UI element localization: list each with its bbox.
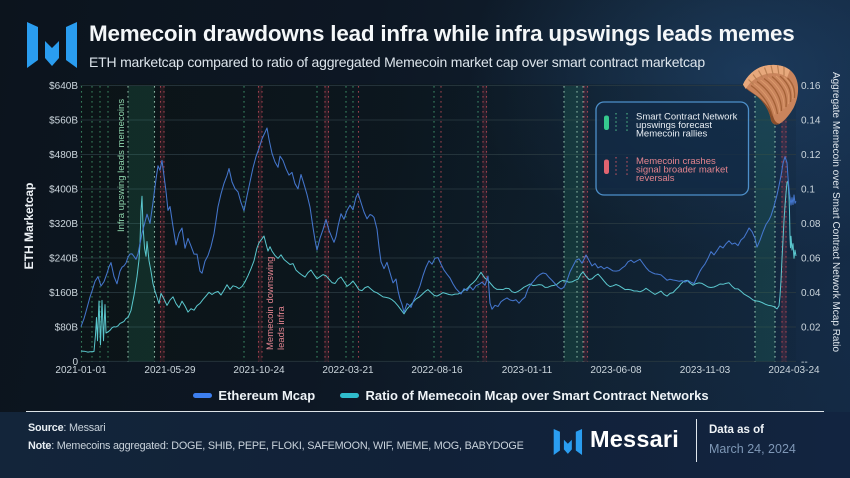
svg-text:0.16: 0.16 bbox=[801, 81, 821, 92]
svg-text:0.04: 0.04 bbox=[801, 288, 821, 299]
svg-text:0.12: 0.12 bbox=[801, 150, 821, 161]
svg-text:signal broader market: signal broader market bbox=[636, 165, 728, 176]
svg-text:ETH Marketcap: ETH Marketcap bbox=[22, 183, 36, 270]
svg-text:$80B: $80B bbox=[55, 323, 79, 334]
svg-text:$320B: $320B bbox=[49, 219, 78, 230]
svg-text:$560B: $560B bbox=[49, 116, 78, 127]
svg-text:leads infra: leads infra bbox=[276, 305, 287, 350]
svg-text:0.06: 0.06 bbox=[801, 254, 821, 265]
svg-text:Infra upswing leads memecoins: Infra upswing leads memecoins bbox=[116, 99, 127, 232]
svg-text:reversals: reversals bbox=[636, 173, 675, 184]
svg-text:$480B: $480B bbox=[49, 150, 78, 161]
svg-text:2022-03-21: 2022-03-21 bbox=[322, 365, 374, 376]
svg-text:Memecoin rallies: Memecoin rallies bbox=[636, 129, 708, 140]
svg-text:Memecoin crashes: Memecoin crashes bbox=[636, 156, 716, 167]
svg-text:Memecoin downswing: Memecoin downswing bbox=[265, 257, 276, 350]
svg-text:2021-05-29: 2021-05-29 bbox=[144, 365, 196, 376]
svg-text:0: 0 bbox=[72, 357, 78, 368]
svg-text:2022-08-16: 2022-08-16 bbox=[411, 365, 463, 376]
svg-text:0.02: 0.02 bbox=[801, 323, 821, 334]
svg-text:upswings forecast: upswings forecast bbox=[636, 120, 712, 131]
svg-text:$160B: $160B bbox=[49, 288, 78, 299]
svg-text:$240B: $240B bbox=[49, 254, 78, 265]
svg-text:Smart Contract Network: Smart Contract Network bbox=[636, 112, 738, 123]
svg-text:2021-01-01: 2021-01-01 bbox=[55, 365, 107, 376]
svg-text:0.14: 0.14 bbox=[801, 116, 821, 127]
svg-text:2024-03-24: 2024-03-24 bbox=[768, 365, 820, 376]
svg-text:Aggregate Memecoin over Smart: Aggregate Memecoin over Smart Contract N… bbox=[830, 72, 841, 353]
svg-text:2023-11-03: 2023-11-03 bbox=[680, 365, 731, 376]
svg-text:0.08: 0.08 bbox=[801, 219, 821, 230]
svg-text:2023-01-11: 2023-01-11 bbox=[502, 365, 553, 376]
svg-text:0.1: 0.1 bbox=[801, 185, 815, 196]
svg-text:2023-06-08: 2023-06-08 bbox=[590, 365, 642, 376]
svg-text:$640B: $640B bbox=[49, 81, 78, 92]
svg-text:2021-10-24: 2021-10-24 bbox=[233, 365, 285, 376]
svg-text:--: -- bbox=[801, 357, 808, 368]
svg-text:$400B: $400B bbox=[49, 185, 78, 196]
